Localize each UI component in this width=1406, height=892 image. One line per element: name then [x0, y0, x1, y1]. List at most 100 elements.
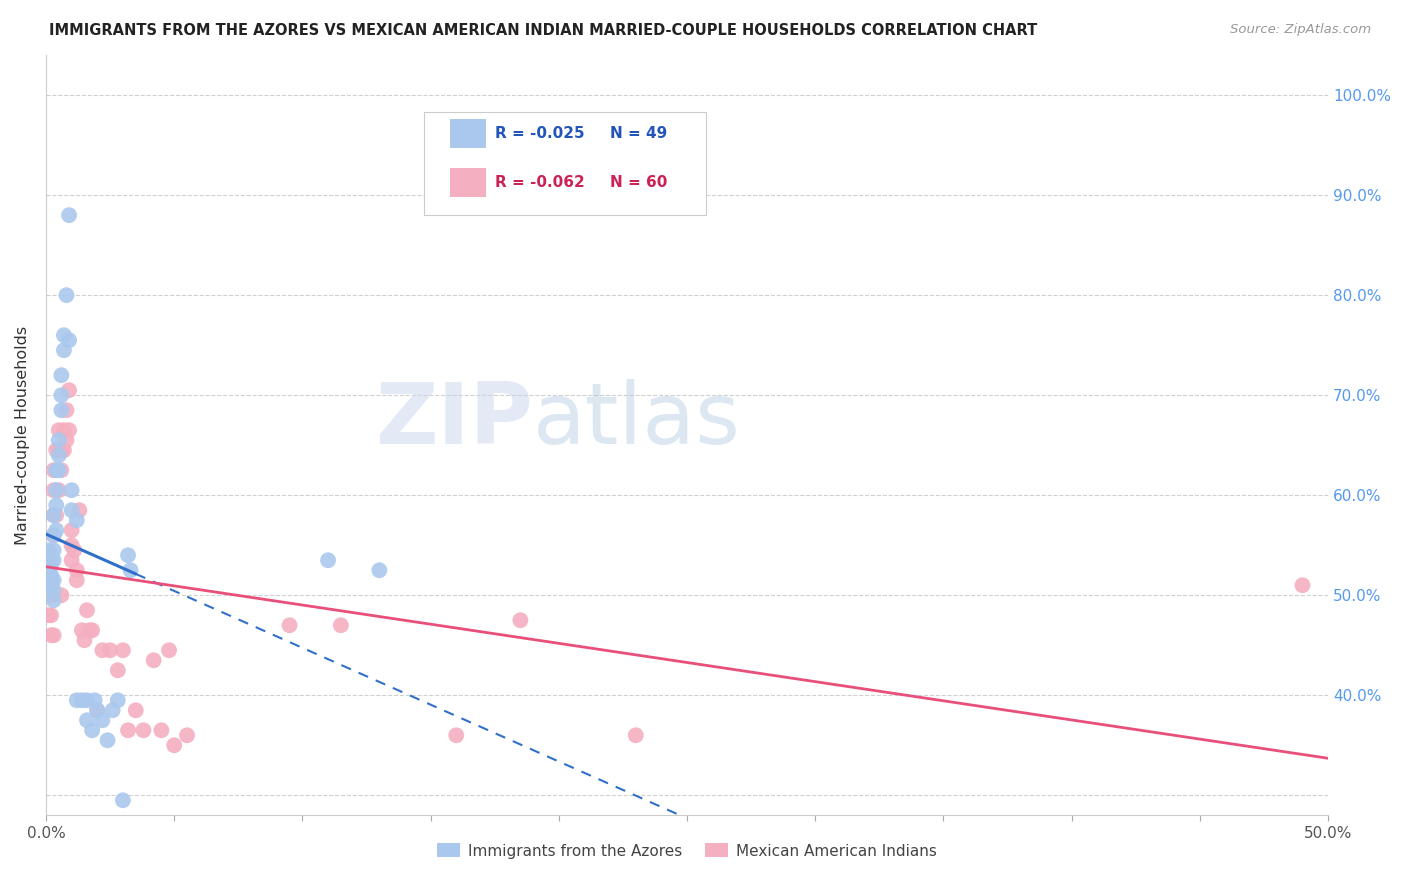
Point — [42, 528, 65, 542]
Point — [48, 448, 70, 462]
Point — [42, 573, 65, 587]
Point — [42, 463, 65, 477]
Point — [39, 628, 62, 642]
Point — [111, 643, 134, 657]
Point — [368, 563, 391, 577]
Point — [42, 528, 65, 542]
Point — [150, 723, 173, 738]
Point — [82, 624, 104, 638]
Point — [39, 578, 62, 592]
FancyBboxPatch shape — [450, 169, 485, 197]
Point — [51, 443, 73, 458]
Point — [82, 723, 104, 738]
Point — [52, 343, 75, 358]
Point — [79, 624, 101, 638]
Point — [66, 693, 89, 707]
Point — [66, 573, 89, 587]
Point — [48, 434, 70, 448]
Point — [117, 723, 139, 738]
FancyBboxPatch shape — [450, 119, 485, 148]
Point — [66, 513, 89, 527]
Text: Source: ZipAtlas.com: Source: ZipAtlas.com — [1230, 23, 1371, 37]
Point — [42, 553, 65, 567]
Text: atlas: atlas — [533, 378, 741, 461]
Point — [42, 583, 65, 598]
Point — [38, 568, 60, 582]
Point — [101, 703, 124, 717]
Point — [329, 618, 352, 632]
Point — [120, 563, 142, 577]
Point — [39, 568, 62, 582]
Point — [111, 793, 134, 807]
Point — [39, 553, 62, 567]
Point — [52, 443, 75, 458]
Point — [624, 728, 647, 742]
Point — [125, 703, 148, 717]
Point — [42, 483, 65, 498]
Point — [52, 423, 75, 437]
Point — [42, 508, 65, 523]
Point — [91, 713, 114, 727]
Point — [132, 723, 155, 738]
Point — [42, 508, 65, 523]
Text: N = 60: N = 60 — [610, 176, 668, 190]
Point — [96, 733, 118, 747]
Point — [1291, 578, 1313, 592]
Point — [39, 583, 62, 598]
Point — [45, 463, 67, 477]
Point — [58, 383, 80, 397]
Point — [98, 643, 121, 657]
Point — [58, 333, 80, 347]
Point — [48, 463, 70, 477]
Point — [45, 483, 67, 498]
Point — [70, 624, 93, 638]
Point — [38, 563, 60, 577]
Point — [39, 548, 62, 562]
Point — [48, 483, 70, 498]
Point — [446, 728, 468, 742]
Point — [86, 703, 108, 717]
Point — [51, 588, 73, 602]
Text: R = -0.025: R = -0.025 — [495, 126, 585, 141]
Point — [509, 613, 531, 627]
Point — [76, 603, 98, 617]
Point — [38, 543, 60, 558]
Point — [83, 693, 105, 707]
Point — [157, 643, 180, 657]
Point — [42, 628, 65, 642]
Point — [73, 633, 96, 648]
Point — [117, 548, 139, 562]
Point — [52, 328, 75, 343]
Text: N = 49: N = 49 — [610, 126, 668, 141]
Point — [176, 728, 198, 742]
Point — [58, 208, 80, 222]
Point — [107, 663, 129, 677]
Point — [55, 434, 77, 448]
Point — [45, 463, 67, 477]
Point — [38, 608, 60, 623]
Point — [39, 573, 62, 587]
Text: IMMIGRANTS FROM THE AZORES VS MEXICAN AMERICAN INDIAN MARRIED-COUPLE HOUSEHOLDS : IMMIGRANTS FROM THE AZORES VS MEXICAN AM… — [49, 23, 1038, 38]
Point — [55, 403, 77, 417]
Point — [76, 713, 98, 727]
Point — [60, 483, 83, 498]
Point — [48, 423, 70, 437]
Point — [58, 423, 80, 437]
Point — [86, 703, 108, 717]
Point — [45, 523, 67, 537]
Point — [45, 498, 67, 512]
Point — [51, 463, 73, 477]
Point — [38, 578, 60, 592]
Point — [60, 503, 83, 517]
Point — [316, 553, 339, 567]
Point — [91, 643, 114, 657]
Y-axis label: Married-couple Households: Married-couple Households — [15, 326, 30, 545]
Point — [39, 588, 62, 602]
Legend: Immigrants from the Azores, Mexican American Indians: Immigrants from the Azores, Mexican Amer… — [432, 838, 943, 864]
Point — [278, 618, 301, 632]
Point — [107, 693, 129, 707]
Point — [38, 558, 60, 573]
Text: ZIP: ZIP — [375, 378, 533, 461]
Point — [163, 739, 186, 753]
Point — [142, 653, 165, 667]
